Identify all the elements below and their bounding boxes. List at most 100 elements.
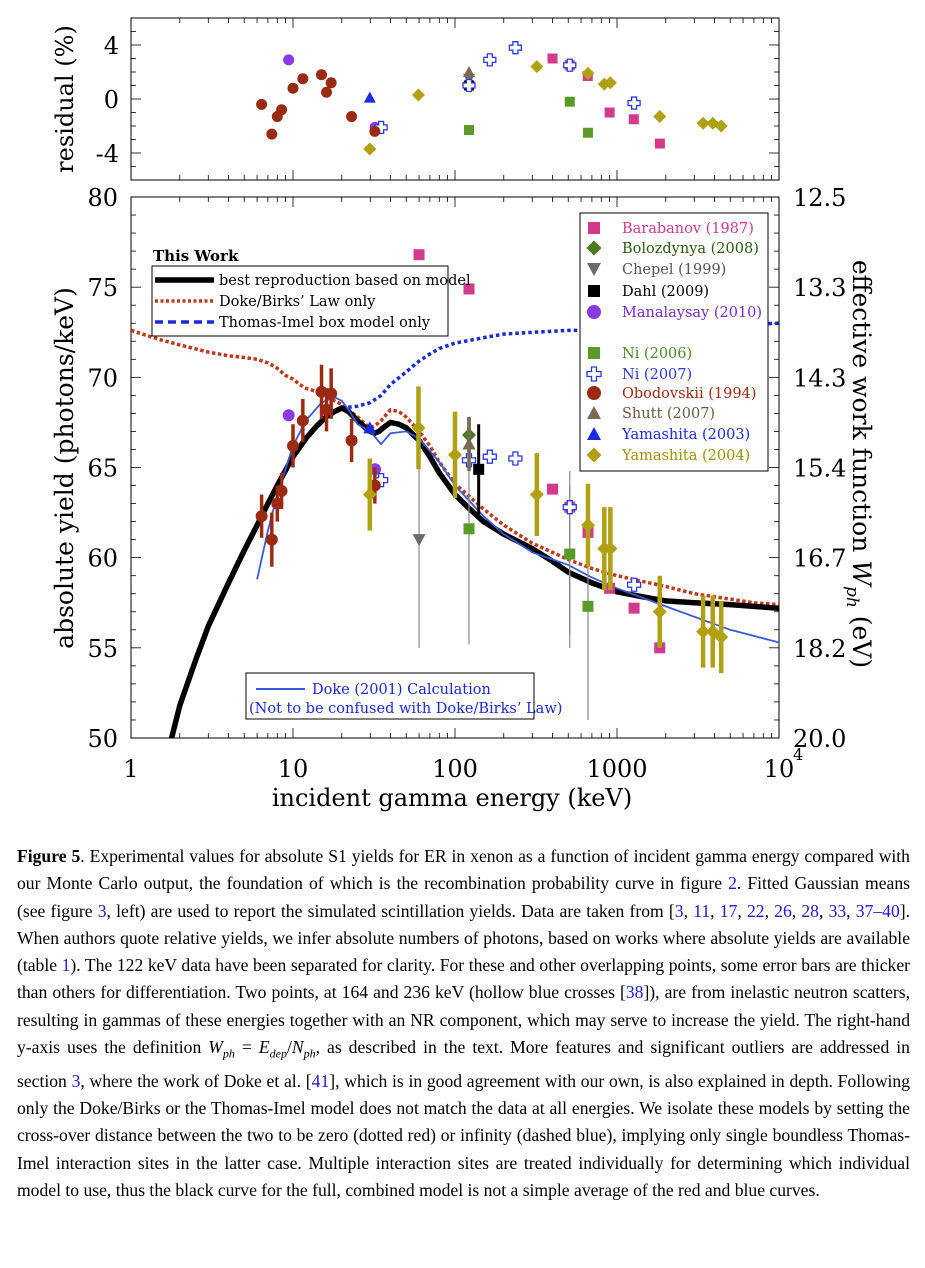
- right-axis-label: effective work function Wph (eV): [842, 260, 876, 668]
- legend-label: Manalaysay (2010): [622, 305, 762, 321]
- residual-point: [654, 138, 665, 149]
- data-point: [463, 283, 475, 295]
- residual-point: [276, 104, 288, 116]
- residual-point: [363, 91, 376, 103]
- y-tick-label: -4: [96, 140, 119, 168]
- residual-point: [628, 114, 639, 125]
- residual-point: [714, 119, 728, 133]
- data-point: [626, 577, 642, 592]
- residual-axis-label: residual (%): [51, 25, 79, 173]
- legend-marker: [587, 427, 601, 440]
- caption-reference-link[interactable]: 1: [61, 955, 71, 976]
- y-right-tick-label: 18.2: [793, 635, 846, 663]
- legend-marker: [587, 305, 601, 319]
- legend-label: Bolozdynya (2008): [622, 241, 759, 257]
- caption-reference-link[interactable]: 38: [625, 982, 644, 1003]
- residual-point: [462, 78, 476, 93]
- caption-text: . Fitted Gaussian means (see figure: [17, 873, 910, 921]
- data-point: [413, 249, 425, 261]
- caption-reference-link[interactable]: 33: [828, 900, 847, 921]
- legend-marker: [587, 386, 601, 400]
- x-tick-label: 10: [278, 755, 309, 783]
- x-tick-exponent: 4: [793, 745, 803, 764]
- caption-text: W: [208, 1037, 223, 1058]
- model-legend-label: Thomas-Imel box model only: [219, 315, 431, 331]
- residual-point: [316, 69, 328, 81]
- caption-reference-link[interactable]: 26: [774, 900, 792, 921]
- legend-marker: [587, 263, 601, 276]
- doke-legend-box: [245, 672, 535, 720]
- legend-marker: [586, 447, 602, 463]
- y-right-tick-label: 14.3: [793, 364, 846, 392]
- model-legend-label: Doke/Birks’ Law only: [219, 294, 376, 310]
- data-point: [315, 385, 328, 398]
- caption-text: , where the work of Doke et al. [: [80, 1070, 312, 1091]
- caption-text: , as described in the text. More feature…: [17, 1037, 910, 1091]
- caption-reference-link[interactable]: 41: [311, 1070, 330, 1091]
- y-right-tick-label: 15.4: [793, 455, 846, 483]
- caption-reference-link[interactable]: 28: [801, 900, 819, 921]
- residual-point: [604, 107, 615, 118]
- data-point: [529, 487, 544, 502]
- thomas-imel-curve: [341, 321, 779, 410]
- legend-label: Yamashita (2003): [621, 427, 750, 443]
- data-point: [473, 463, 485, 475]
- residual-point: [563, 58, 577, 72]
- legend-marker: [588, 285, 600, 297]
- caption-reference-link[interactable]: 3: [71, 1070, 81, 1091]
- data-point: [255, 510, 268, 523]
- x-tick-label: 100: [432, 755, 478, 783]
- series-legend: Barabanov (1987) Bolozdynya (2008) Chepel …: [579, 212, 769, 472]
- caption-text: ,: [846, 900, 856, 921]
- caption-text: =: [234, 1037, 259, 1058]
- y-axis-label: absolute yield (photons/keV): [50, 287, 79, 649]
- legend-label: Chepel (1999): [622, 262, 726, 278]
- caption-text: ,: [710, 900, 720, 921]
- legend-label: Yamashita (2004): [621, 448, 750, 464]
- y-tick-label: 0: [104, 86, 119, 114]
- residual-point: [297, 73, 309, 85]
- caption-reference-link[interactable]: 22: [746, 900, 765, 921]
- y-tick-label: 75: [87, 274, 118, 302]
- y-tick-label: 65: [87, 455, 118, 483]
- caption-reference-link[interactable]: 37–40: [855, 900, 900, 921]
- caption-reference-link[interactable]: 17: [719, 900, 738, 921]
- y-tick-label: 60: [87, 545, 118, 573]
- data-point: [448, 447, 462, 462]
- residual-point: [581, 66, 595, 80]
- caption-text: ,: [818, 900, 829, 921]
- caption-reference-link[interactable]: 11: [693, 900, 711, 921]
- y-tick-label: 70: [87, 364, 118, 392]
- legend-label: Dahl (2009): [622, 284, 709, 300]
- data-point: [714, 630, 729, 645]
- caption-text: ], which is in good agreement with our o…: [17, 1070, 911, 1201]
- residual-point: [287, 82, 299, 94]
- data-point: [580, 518, 595, 533]
- caption-reference-link[interactable]: 3: [97, 900, 107, 921]
- residual-point: [696, 116, 710, 130]
- data-point: [582, 600, 594, 612]
- data-points-group: [255, 249, 729, 720]
- caption-text: ,: [764, 900, 775, 921]
- data-point: [652, 604, 667, 619]
- residual-point: [346, 111, 358, 123]
- doke-legend-note: (Not to be confused with Doke/Birks’ Law…: [249, 701, 562, 717]
- residual-point: [603, 76, 617, 90]
- right-axis-label-symbol: W: [847, 560, 876, 588]
- residual-frame: [130, 17, 780, 181]
- y-right-tick-label: 12.5: [793, 184, 846, 212]
- legend-marker: [588, 347, 600, 359]
- legend-marker: [586, 366, 602, 382]
- y-tick-label: 4: [104, 32, 119, 60]
- best-model-curve: [168, 404, 779, 738]
- caption-reference-link[interactable]: 3: [674, 900, 684, 921]
- caption-text: . Experimental values for absolute S1 yi…: [17, 846, 910, 894]
- caption-text: ]), are from inelastic neutron scatters,…: [17, 982, 910, 1058]
- data-point: [628, 602, 640, 614]
- residual-point: [256, 98, 268, 110]
- caption-reference-link[interactable]: 2: [728, 873, 737, 894]
- x-tick-label: 1: [123, 755, 138, 783]
- residual-point: [564, 96, 575, 107]
- legend-title: This Work: [153, 247, 239, 265]
- y-tick-label: 50: [87, 725, 118, 753]
